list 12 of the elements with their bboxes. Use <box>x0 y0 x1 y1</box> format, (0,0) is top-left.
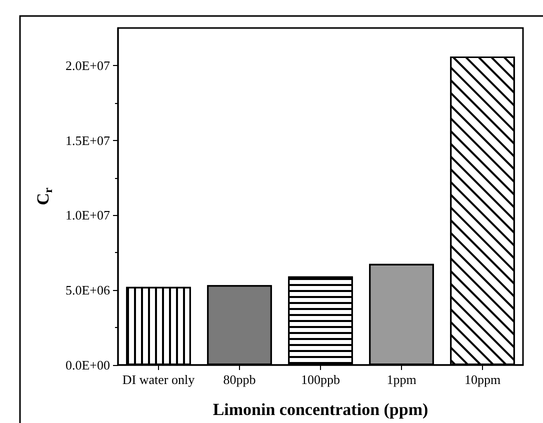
x-tick-label: 100ppb <box>301 372 340 387</box>
y-axis-title: Cr <box>34 187 55 206</box>
y-tick-label: 1.5E+07 <box>65 132 110 148</box>
x-tick-label: 80ppb <box>223 372 256 387</box>
y-tick-label: 2.0E+07 <box>65 58 110 73</box>
y-tick-label: 5.0E+06 <box>65 282 110 298</box>
x-axis-title: Limonin concentration (ppm) <box>212 400 428 419</box>
y-tick-label: 1.0E+07 <box>65 208 110 223</box>
x-tick-label: 10ppm <box>464 372 501 387</box>
x-tick-label: 1ppm <box>386 372 416 387</box>
x-tick-label: DI water only <box>122 372 196 387</box>
y-tick-label: 0.0E+00 <box>65 358 110 372</box>
